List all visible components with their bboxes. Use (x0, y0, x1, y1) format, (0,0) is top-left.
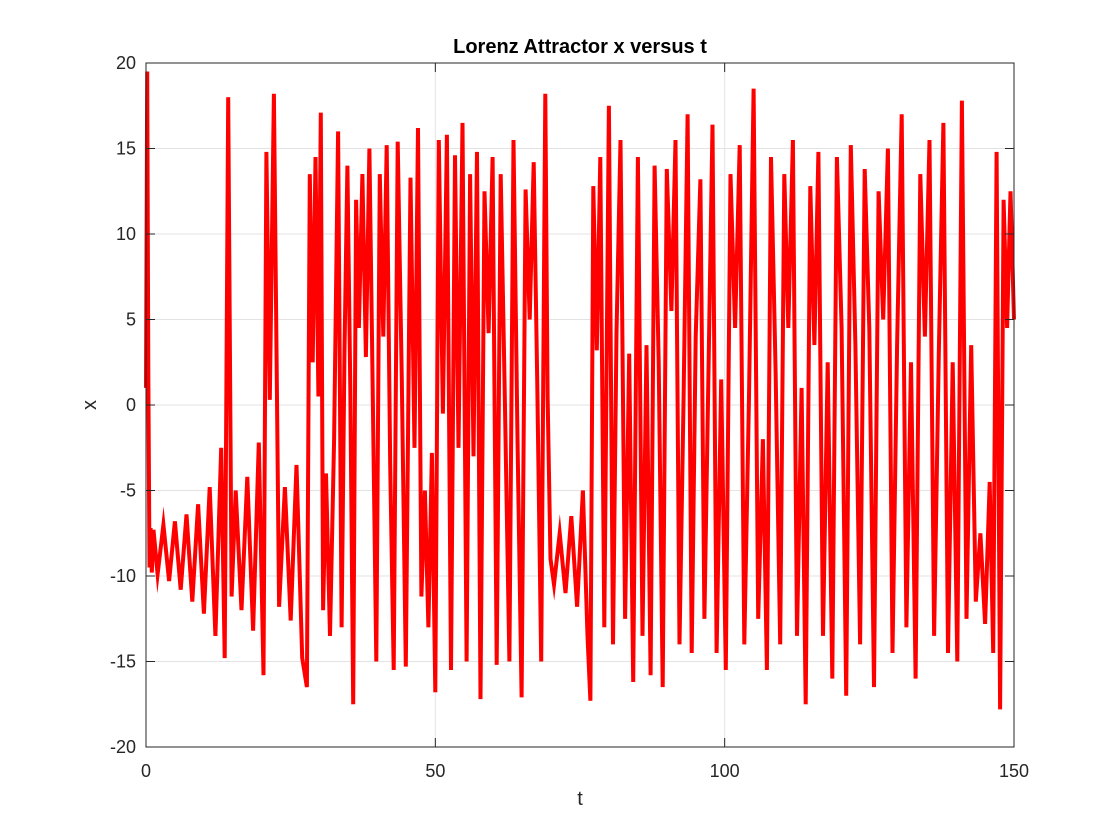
y-tick-label: -5 (120, 481, 136, 501)
x-tick-label: 0 (141, 761, 151, 781)
x-tick-label: 150 (999, 761, 1029, 781)
x-tick-label: 100 (710, 761, 740, 781)
chart-title: Lorenz Attractor x versus t (453, 36, 707, 58)
plot-area (144, 71, 1016, 710)
y-tick-label: 20 (116, 53, 136, 73)
y-tick-label: 15 (116, 139, 136, 159)
x-axis-label: t (577, 788, 583, 810)
y-tick-label: 0 (126, 395, 136, 415)
y-tick-label: 10 (116, 224, 136, 244)
y-tick-label: -20 (110, 737, 136, 757)
series-line (144, 71, 1016, 710)
ticks: 0 50 100 150 -20 -15 -10 -5 0 5 10 15 20 (110, 53, 1029, 781)
y-tick-label: 5 (126, 310, 136, 330)
y-tick-label: -10 (110, 566, 136, 586)
y-tick-label: -15 (110, 652, 136, 672)
x-tick-label: 50 (425, 761, 445, 781)
y-axis-label: x (79, 400, 101, 410)
